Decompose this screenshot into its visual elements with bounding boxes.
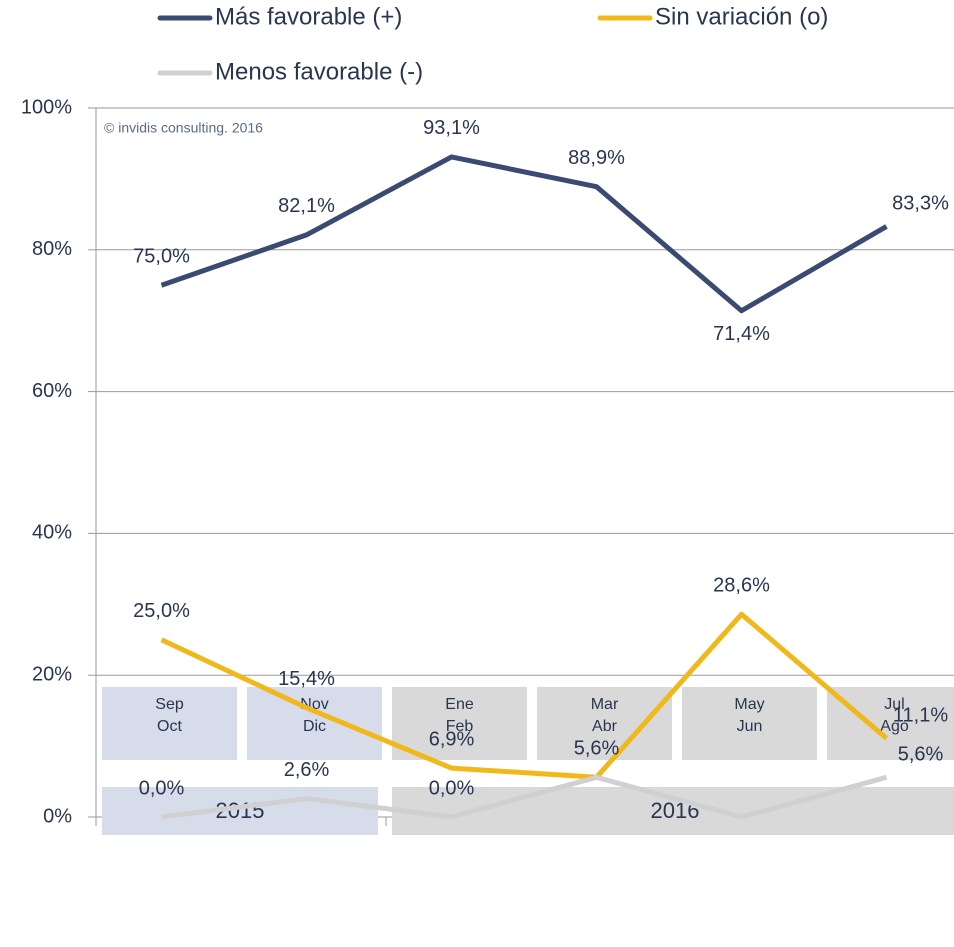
y-tick-label: 80% bbox=[32, 238, 72, 260]
data-label: 0,0% bbox=[139, 777, 185, 799]
category-box bbox=[827, 687, 954, 760]
x-tick-label: Ene bbox=[445, 696, 474, 713]
data-label: 71,4% bbox=[713, 323, 770, 345]
y-tick-label: 100% bbox=[21, 96, 72, 118]
y-tick-label: 20% bbox=[32, 663, 72, 685]
y-tick-label: 40% bbox=[32, 522, 72, 544]
data-label: 93,1% bbox=[423, 117, 480, 139]
data-label: 5,6% bbox=[574, 738, 620, 760]
series-line bbox=[160, 611, 889, 780]
data-label: 11,1% bbox=[893, 705, 948, 727]
x-tick-label: Sep bbox=[155, 696, 184, 713]
group-box bbox=[102, 787, 378, 835]
data-label: 75,0% bbox=[133, 246, 190, 268]
x-tick-label: Jul bbox=[884, 696, 904, 713]
legend-label: Menos favorable (-) bbox=[215, 58, 423, 85]
category-box bbox=[537, 687, 672, 760]
data-label: 15,4% bbox=[278, 668, 335, 690]
x-tick-label: Jun bbox=[737, 718, 763, 735]
x-tick-label: Mar bbox=[591, 696, 619, 713]
data-label: 28,6% bbox=[713, 575, 770, 597]
legend-label: Más favorable (+) bbox=[215, 3, 402, 30]
x-tick-label: Feb bbox=[446, 718, 474, 735]
data-label: 0,0% bbox=[429, 777, 475, 799]
copyright: © invidis consulting. 2016 bbox=[104, 120, 263, 136]
x-tick-label: Oct bbox=[157, 718, 182, 735]
y-tick-label: 0% bbox=[43, 805, 72, 827]
category-box bbox=[392, 687, 527, 760]
data-label: 5,6% bbox=[898, 744, 944, 766]
x-tick-label: Abr bbox=[592, 718, 618, 735]
x-tick-label: May bbox=[734, 696, 764, 713]
series-line bbox=[161, 774, 888, 820]
data-label: 88,9% bbox=[568, 147, 625, 169]
x-tick-label: Ago bbox=[880, 718, 909, 735]
legend-label: Sin variación (o) bbox=[655, 3, 828, 30]
x-tick-label: Dic bbox=[303, 718, 326, 735]
data-label: 2,6% bbox=[284, 759, 330, 781]
data-label: 6,9% bbox=[429, 728, 475, 750]
y-tick-label: 60% bbox=[32, 380, 72, 402]
category-box bbox=[247, 687, 382, 760]
data-label: 25,0% bbox=[133, 600, 190, 622]
category-box bbox=[102, 687, 237, 760]
data-label: 83,3% bbox=[892, 193, 949, 215]
series-line bbox=[160, 154, 888, 314]
data-label: 82,1% bbox=[278, 195, 335, 217]
category-box bbox=[682, 687, 817, 760]
group-box bbox=[392, 787, 954, 835]
